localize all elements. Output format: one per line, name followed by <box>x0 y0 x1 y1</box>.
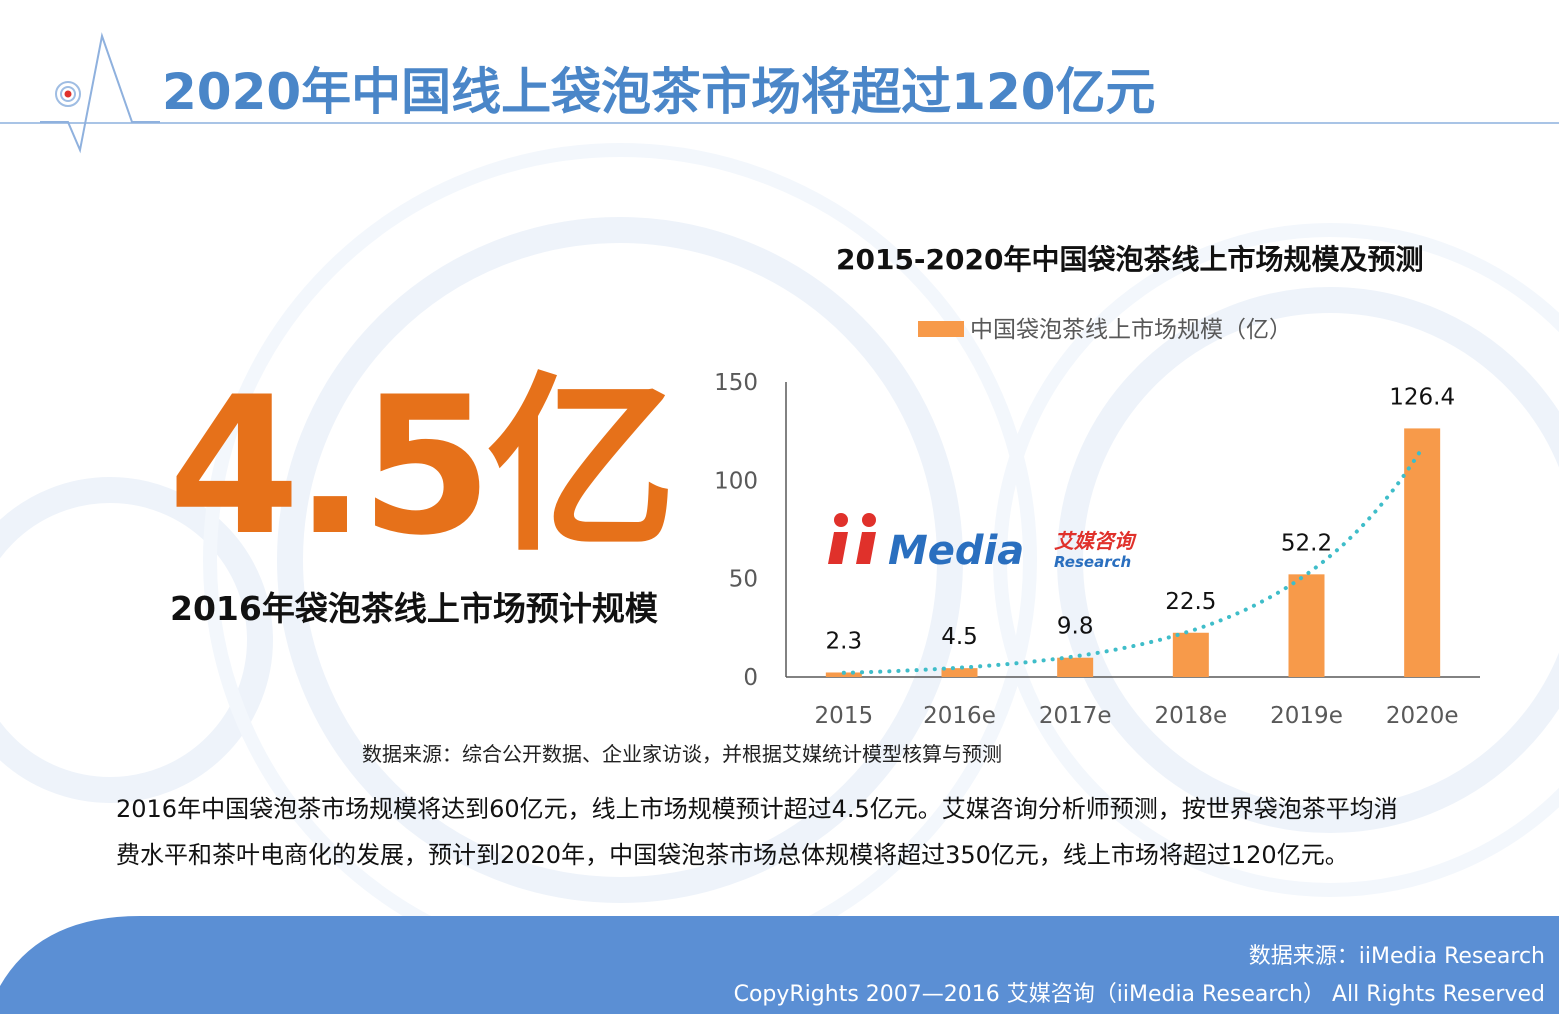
imedia-logo-en: Research <box>1054 553 1131 571</box>
chart-title: 2015-2020年中国袋泡茶线上市场规模及预测 <box>836 243 1424 276</box>
x-tick-label: 2018e <box>1154 703 1227 729</box>
legend-label: 中国袋泡茶线上市场规模（亿） <box>970 317 1292 343</box>
footer-copyright: CopyRights 2007—2016 艾媒咨询（iiMedia Resear… <box>733 982 1545 1007</box>
x-tick-label: 2019e <box>1270 703 1343 729</box>
y-tick-label: 150 <box>714 370 758 396</box>
bar-value-label: 22.5 <box>1165 589 1216 615</box>
header-divider <box>0 122 1559 124</box>
bar <box>1288 574 1325 677</box>
summary-paragraph: 2016年中国袋泡茶市场规模将达到60亿元，线上市场规模预计超过4.5亿元。艾媒… <box>116 786 1486 878</box>
footer-source: 数据来源：iiMedia Research <box>1248 944 1545 969</box>
bar-value-label: 9.8 <box>1057 614 1094 640</box>
x-tick-label: 2016e <box>923 703 996 729</box>
page-title: 2020年中国线上袋泡茶市场将超过120亿元 <box>162 63 1156 121</box>
legend-swatch <box>918 321 964 337</box>
bar-value-label: 4.5 <box>941 624 978 650</box>
bar <box>1057 657 1094 677</box>
trend-line <box>841 446 1425 675</box>
x-tick-label: 2017e <box>1039 703 1112 729</box>
bar-value-label: 126.4 <box>1389 384 1455 410</box>
footer-band <box>0 916 1559 1014</box>
bar <box>1404 428 1441 677</box>
highlight-value: 4.5亿 <box>168 356 677 577</box>
imedia-logo: Media 艾媒咨询 Research <box>828 513 1137 574</box>
bar-value-label: 2.3 <box>826 628 863 654</box>
bar <box>941 668 978 677</box>
y-tick-label: 0 <box>743 665 758 691</box>
summary-line-1: 2016年中国袋泡茶市场规模将达到60亿元，线上市场规模预计超过4.5亿元。艾媒… <box>116 795 1398 823</box>
x-tick-label: 2020e <box>1386 703 1459 729</box>
bar-value-label: 52.2 <box>1281 530 1332 556</box>
signal-pulse-icon <box>40 32 160 154</box>
y-tick-label: 100 <box>714 468 758 494</box>
highlight-caption: 2016年袋泡茶线上市场预计规模 <box>170 589 658 628</box>
chart-source-note: 数据来源：综合公开数据、企业家访谈，并根据艾媒统计模型核算与预测 <box>362 742 1002 766</box>
bar-chart: 中国袋泡茶线上市场规模（亿） 0 50 100 150 2.3 4.5 9.8 22.5 52… <box>714 317 1480 729</box>
imedia-logo-cn: 艾媒咨询 <box>1054 529 1137 553</box>
summary-line-2: 费水平和茶叶电商化的发展，预计到2020年，中国袋泡茶市场总体规模将超过350亿… <box>116 841 1349 869</box>
bar <box>1172 632 1209 677</box>
y-tick-label: 50 <box>729 567 758 593</box>
x-tick-label: 2015 <box>815 703 874 729</box>
imedia-logo-brand: Media <box>888 528 1024 574</box>
